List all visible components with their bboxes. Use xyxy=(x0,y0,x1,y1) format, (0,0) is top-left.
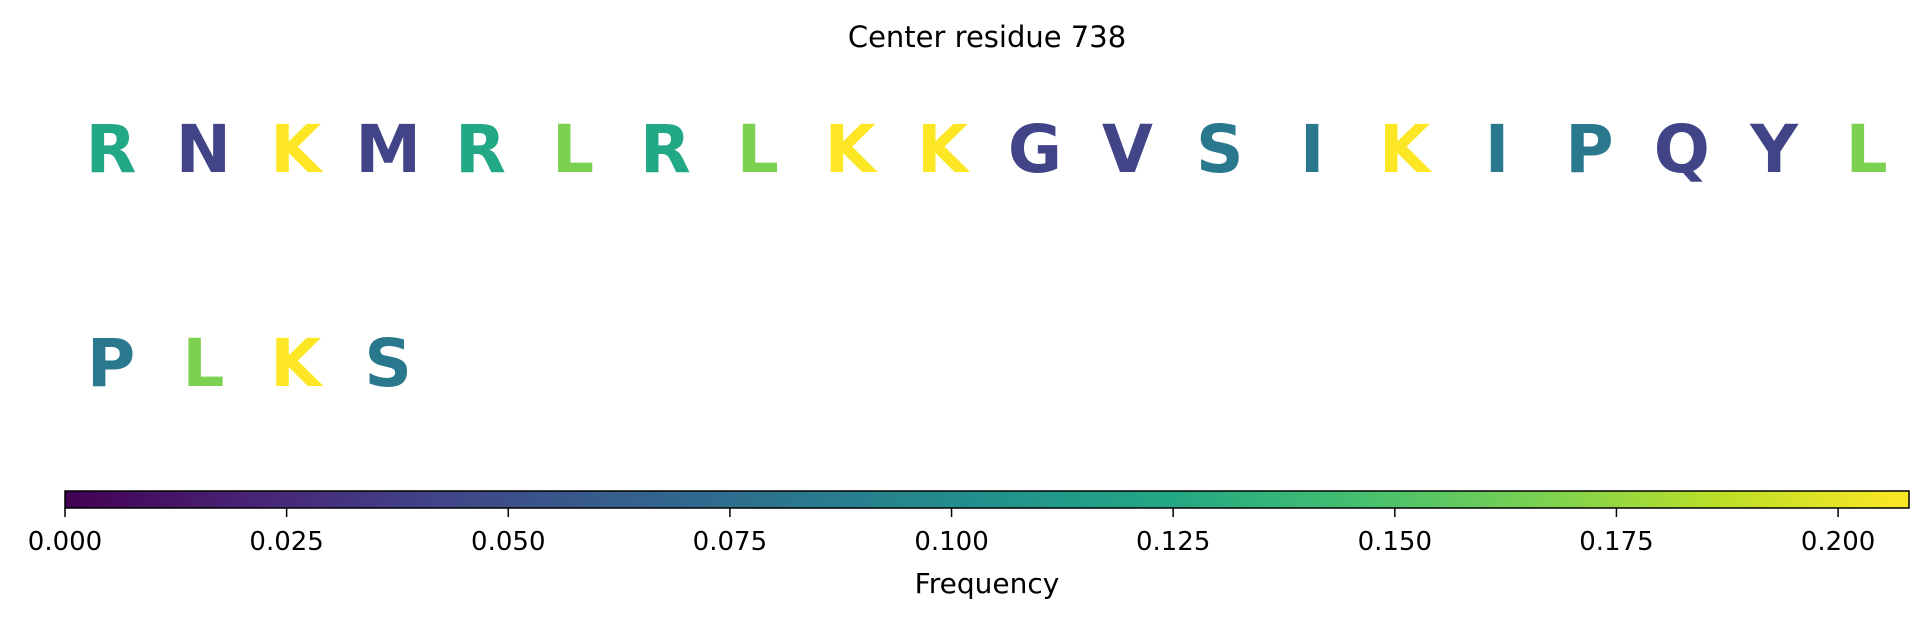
residue-letter: L xyxy=(1846,111,1888,188)
residue-letter: R xyxy=(455,111,506,188)
residue-letter: V xyxy=(1102,111,1153,188)
colorbar-frame xyxy=(64,490,1910,509)
residue-letter: Q xyxy=(1654,111,1710,188)
colorbar-ticks: 0.000 0.025 0.050 0.075 0.100 0.125 0.150 0.175… xyxy=(28,508,1875,557)
residue-letter: I xyxy=(1485,111,1510,188)
residue-letter: S xyxy=(1196,111,1244,188)
colorbar-tick-label: 0.025 xyxy=(249,527,323,557)
residue-letter: K xyxy=(270,325,324,402)
colorbar-tick-label: 0.150 xyxy=(1358,527,1432,557)
residue-letter: P xyxy=(1565,111,1613,188)
residue-letter: K xyxy=(825,111,879,188)
colorbar-tick-label: 0.075 xyxy=(693,527,767,557)
colorbar-label: Frequency xyxy=(915,567,1060,600)
residue-letter: L xyxy=(552,111,594,188)
residue-letter: S xyxy=(364,325,412,402)
colorbar-tick-label: 0.175 xyxy=(1579,527,1653,557)
colorbar-tick-label: 0.100 xyxy=(914,527,988,557)
chart-title: Center residue 738 xyxy=(848,20,1126,54)
residue-letter: N xyxy=(176,111,231,188)
residue-letter: M xyxy=(355,111,421,188)
colorbar-tick-label: 0.200 xyxy=(1801,527,1875,557)
residue-letter: I xyxy=(1300,111,1325,188)
colorbar-tick-label: 0.000 xyxy=(28,527,102,557)
residue-letter: G xyxy=(1008,111,1062,188)
residue-letter: K xyxy=(917,111,971,188)
colorbar-tick-label: 0.125 xyxy=(1136,527,1210,557)
residue-letter: Y xyxy=(1749,111,1799,188)
residue-letter: K xyxy=(1379,111,1433,188)
residue-letter: L xyxy=(737,111,779,188)
residue-letter: R xyxy=(640,111,691,188)
residue-letters: R N K M R L R L K K G V S I K I P Q Y LP L K S xyxy=(86,111,1888,402)
colorbar-gradient xyxy=(65,491,1909,508)
residue-letter: P xyxy=(87,325,135,402)
colorbar-tick-label: 0.050 xyxy=(471,527,545,557)
residue-letter: R xyxy=(86,111,137,188)
residue-letter: K xyxy=(270,111,324,188)
residue-letter: L xyxy=(182,325,224,402)
colorbar: 0.000 0.025 0.050 0.075 0.100 0.125 0.150 0.175… xyxy=(28,490,1910,600)
